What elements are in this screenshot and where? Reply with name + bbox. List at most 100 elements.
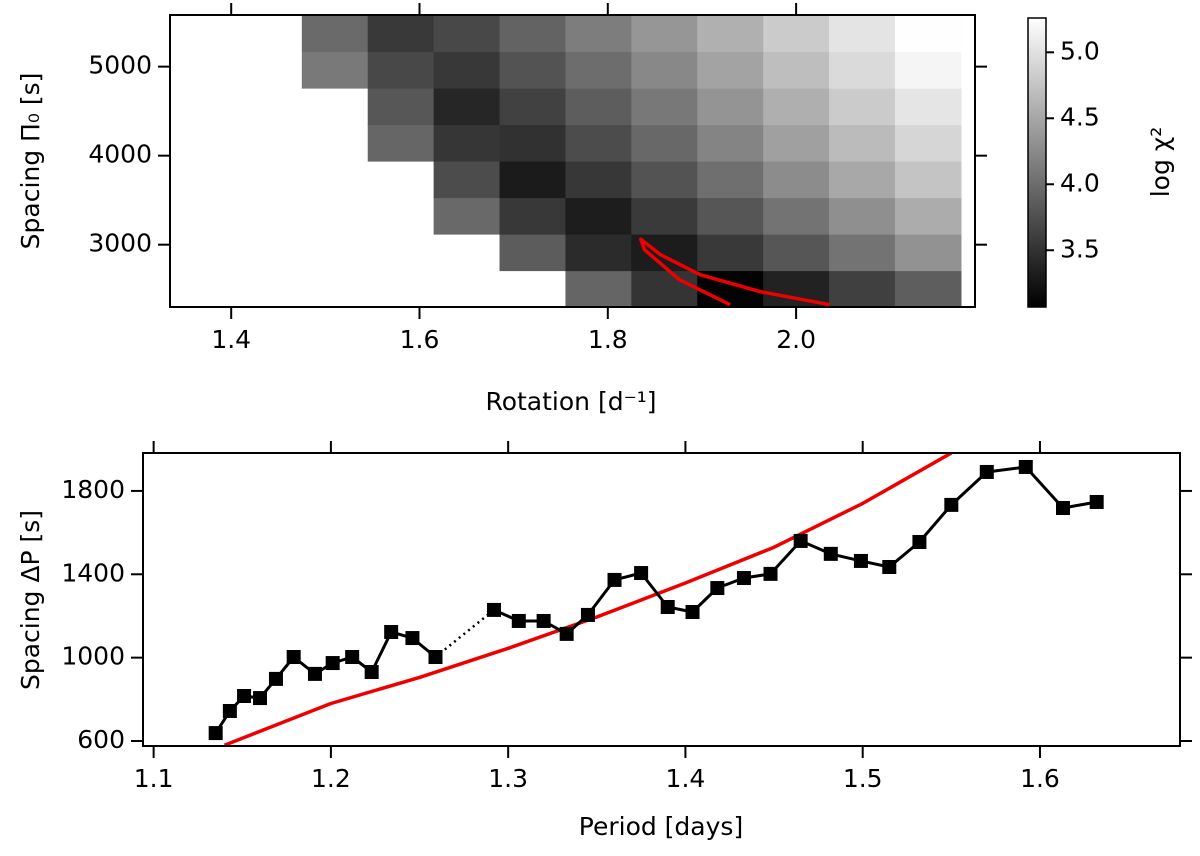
- heat-cell: [697, 15, 764, 53]
- colorbar-label: log χ²: [1146, 127, 1175, 198]
- heat-cell: [499, 234, 567, 272]
- marker: [208, 726, 223, 741]
- heat-cell: [367, 124, 435, 162]
- marker: [634, 566, 649, 581]
- marker: [580, 607, 595, 622]
- heat-cell: [433, 161, 501, 199]
- y-tick-label: 1000: [61, 642, 125, 671]
- marker: [307, 666, 322, 681]
- marker: [736, 571, 751, 586]
- heat-cell: [894, 161, 962, 199]
- x-tick-label: 1.2: [311, 764, 351, 793]
- y-axis-label: Spacing Π₀ [s]: [16, 73, 45, 250]
- heat-cell: [894, 270, 962, 307]
- heat-cell: [763, 234, 830, 272]
- heat-cell: [894, 88, 962, 126]
- heat-cell: [565, 88, 632, 126]
- heat-cell: [829, 51, 896, 89]
- series-line: [493, 465, 1097, 636]
- series-line: [223, 453, 953, 746]
- heat-cell: [565, 51, 632, 89]
- heat-cell: [631, 15, 698, 53]
- marker: [405, 631, 420, 646]
- heat-cell: [565, 161, 632, 199]
- heat-cell: [763, 51, 830, 89]
- marker: [345, 650, 360, 665]
- heat-cell: [697, 51, 764, 89]
- marker: [1089, 494, 1104, 509]
- plot-frame: [142, 452, 1181, 747]
- colorbar-tick-label: 4.5: [1060, 102, 1100, 131]
- lines: [208, 453, 1104, 746]
- dotted-link: [434, 608, 495, 658]
- marker: [763, 566, 778, 581]
- marker: [536, 613, 551, 628]
- heat-cell: [697, 124, 764, 162]
- y-axis-label: Spacing ΔP [s]: [16, 510, 45, 690]
- x-axis-label: Rotation [d⁻¹]: [485, 387, 656, 416]
- marker: [944, 497, 959, 512]
- marker: [222, 703, 237, 718]
- heat-cell: [697, 197, 764, 235]
- heat-cell: [631, 197, 698, 235]
- heat-cell: [829, 88, 896, 126]
- heat-cell: [367, 88, 435, 126]
- heat-cell: [499, 161, 567, 199]
- heat-cell: [499, 124, 567, 162]
- heat-cell: [631, 124, 698, 162]
- x-axis-label: Period [days]: [579, 812, 743, 841]
- heat-cell: [763, 15, 830, 53]
- heat-cell: [829, 15, 896, 53]
- marker: [1018, 459, 1033, 474]
- heat-cell: [829, 124, 896, 162]
- y-tick-label: 600: [77, 725, 125, 754]
- x-tick-label: 1.3: [488, 764, 528, 793]
- heat-cell: [565, 197, 632, 235]
- heat-cell: [631, 161, 698, 199]
- plot-frame: [169, 14, 976, 308]
- contour: [639, 237, 831, 307]
- marker: [364, 665, 379, 680]
- heat-cell: [763, 88, 830, 126]
- y-tick-label: 1400: [61, 558, 125, 587]
- heat-cell: [697, 88, 764, 126]
- heat-cell: [433, 197, 501, 235]
- marker: [286, 650, 301, 665]
- marker: [660, 600, 675, 615]
- heat-cell: [894, 15, 962, 53]
- marker: [237, 688, 252, 703]
- heat-cell: [697, 234, 764, 272]
- marker: [384, 625, 399, 640]
- heat-cell: [565, 270, 632, 307]
- heatmap: [301, 15, 962, 307]
- y-tick-label: 1800: [61, 475, 125, 504]
- heat-cell: [829, 197, 896, 235]
- colorbar-tick-label: 5.0: [1060, 36, 1100, 65]
- heat-cell: [433, 124, 501, 162]
- heat-cell: [367, 51, 435, 89]
- heat-cell: [829, 234, 896, 272]
- marker: [268, 671, 283, 686]
- heat-cell: [631, 270, 698, 307]
- x-tick-label: 1.1: [134, 764, 174, 793]
- y-tick-label: 5000: [88, 51, 152, 80]
- marker: [607, 572, 622, 587]
- heat-cell: [631, 51, 698, 89]
- heat-cell: [894, 124, 962, 162]
- heat-cell: [433, 15, 501, 53]
- heat-cell: [499, 51, 567, 89]
- x-tick-label: 1.4: [211, 325, 251, 354]
- colorbar-tick-label: 3.5: [1060, 234, 1100, 263]
- marker: [853, 553, 868, 568]
- marker: [979, 464, 994, 479]
- heat-cell: [763, 197, 830, 235]
- heat-cell: [301, 15, 369, 53]
- marker: [559, 626, 574, 641]
- heat-cell: [433, 51, 501, 89]
- x-tick-label: 1.4: [666, 764, 706, 793]
- heat-cell: [894, 51, 962, 89]
- x-tick-label: 1.6: [400, 325, 440, 354]
- marker: [325, 656, 340, 671]
